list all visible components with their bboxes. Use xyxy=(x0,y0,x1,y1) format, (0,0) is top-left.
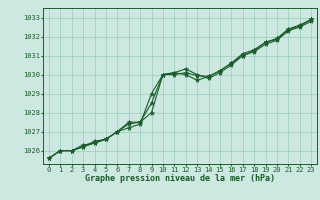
X-axis label: Graphe pression niveau de la mer (hPa): Graphe pression niveau de la mer (hPa) xyxy=(85,174,275,183)
